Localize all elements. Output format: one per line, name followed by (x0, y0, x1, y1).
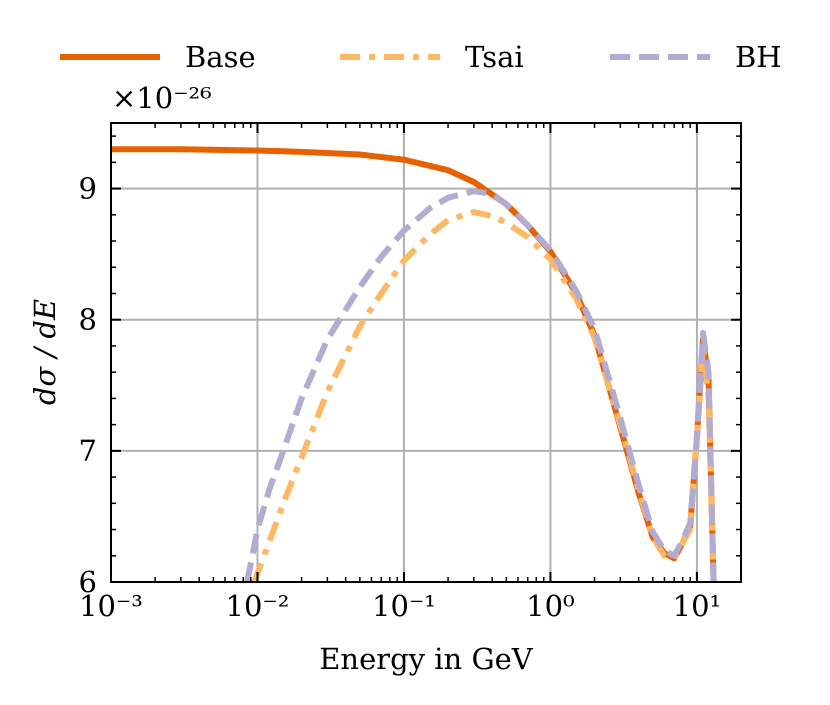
legend-label-base: Base (185, 40, 256, 74)
series-line-base (111, 146, 717, 582)
x-tick-label-0: 10⁻³ (79, 589, 143, 623)
y-multiplier-label: ×10⁻²⁶ (112, 81, 212, 115)
x-tick-label-2: 10⁻¹ (372, 589, 436, 623)
y-axis-label: dσ / dE (28, 299, 62, 405)
y-tick-label-3: 9 (79, 172, 97, 206)
axis-ticks (110, 123, 742, 583)
x-axis-label: Energy in GeV (319, 642, 534, 676)
legend-label-tsai: Tsai (465, 40, 524, 74)
y-tick-label-2: 8 (79, 303, 97, 337)
x-tick-label-1: 10⁻² (226, 589, 290, 623)
y-tick-label-0: 6 (79, 565, 97, 599)
plot-frame (110, 122, 742, 583)
series-line-tsai (251, 209, 717, 582)
y-tick-label-1: 7 (79, 434, 97, 468)
x-tick-label-3: 10⁰ (526, 589, 575, 623)
x-tick-labels: 10⁻³ 10⁻² 10⁻¹ 10⁰ 10¹ (79, 589, 721, 623)
legend: Base Tsai BH (60, 40, 782, 74)
series-line-bh (244, 188, 717, 582)
y-tick-labels: 6 7 8 9 (79, 172, 97, 599)
x-tick-label-4: 10¹ (673, 589, 722, 623)
legend-label-bh: BH (735, 40, 782, 74)
series-layer (111, 146, 717, 582)
